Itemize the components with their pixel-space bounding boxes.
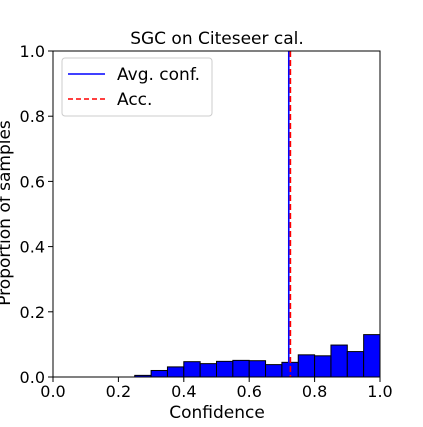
chart-title: SGC on Citeseer cal. — [130, 29, 304, 49]
histogram-bar-13 — [330, 344, 348, 378]
histogram-bar-7 — [232, 359, 250, 378]
x-tick-label-3: 0.6 — [236, 382, 261, 401]
histogram-bar-3 — [166, 366, 185, 378]
y-tick-label-5: 1.0 — [20, 42, 45, 61]
x-axis-label: Confidence — [169, 403, 265, 423]
histogram-bar-5 — [199, 363, 217, 378]
x-tick-label-5: 1.0 — [367, 382, 392, 401]
histogram-bar-15 — [363, 334, 381, 378]
histogram-bar-11 — [297, 354, 316, 378]
x-tick-label-2: 0.4 — [171, 382, 196, 401]
y-tick-label-2: 0.4 — [20, 238, 45, 257]
histogram-bar-2 — [150, 369, 168, 378]
y-tick-label-0: 0.0 — [20, 368, 45, 387]
histogram-bar-14 — [346, 351, 365, 378]
histogram-bar-8 — [248, 360, 267, 378]
histogram-bar-12 — [314, 355, 332, 378]
x-tick-label-0: 0.0 — [40, 382, 65, 401]
x-tick-label-4: 0.8 — [302, 382, 327, 401]
y-tick-label-4: 0.8 — [20, 107, 45, 126]
legend-acc-label: Acc. — [117, 90, 152, 110]
histogram-bar-9 — [265, 364, 283, 378]
y-tick-label-3: 0.6 — [20, 172, 45, 191]
legend-avg-conf-label: Avg. conf. — [117, 65, 200, 85]
plot-frame — [52, 50, 381, 378]
legend-box — [61, 57, 213, 117]
y-axis-label: Proportion of samples — [0, 120, 15, 306]
histogram-bar-4 — [183, 361, 201, 378]
x-tick-label-1: 0.2 — [106, 382, 131, 401]
legend: Avg. conf. Acc. — [61, 57, 213, 117]
histogram-bar-6 — [216, 360, 234, 378]
plot-area: 0.0 0.2 0.4 0.6 0.8 1.0 0.0 0.2 0.4 0.6 0.8 1.0 — [20, 42, 393, 401]
y-tick-label-1: 0.2 — [20, 303, 45, 322]
